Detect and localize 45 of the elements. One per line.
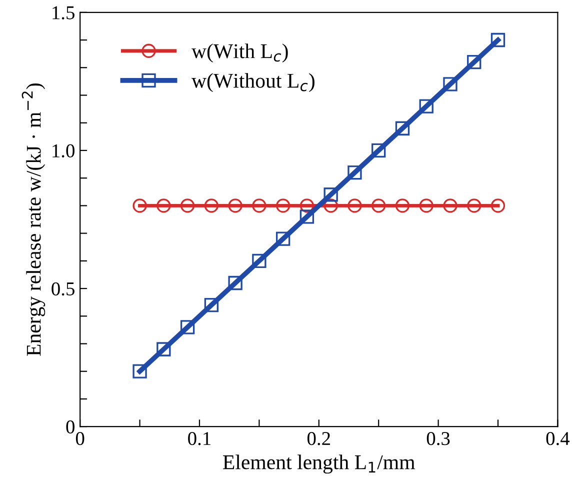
- point: [252, 198, 266, 213]
- x-tick-label: 0.4: [546, 432, 570, 446]
- point: [395, 198, 410, 213]
- y-tick-label: 0.5: [52, 282, 74, 296]
- point: [228, 198, 242, 213]
- point: [443, 198, 458, 213]
- point: [300, 198, 314, 213]
- point: [348, 198, 362, 213]
- point: [156, 198, 171, 213]
- point: [252, 254, 266, 268]
- point: [276, 198, 290, 213]
- x-tick-label: 0.1: [188, 432, 210, 446]
- y-tick-label: 1.5: [52, 6, 74, 20]
- x-tick-label: 0: [76, 432, 84, 446]
- y-tick-label: 0: [66, 420, 74, 434]
- point: [228, 276, 242, 290]
- point: [324, 198, 338, 213]
- point: [419, 99, 434, 114]
- point: [490, 32, 506, 48]
- x-tick-label: 0.3: [426, 432, 450, 446]
- y-tick-label: 1.0: [52, 144, 74, 158]
- point: [467, 198, 482, 213]
- y-axis-title: Energy release rate w/(kJ · m$^{−2}$): [22, 83, 46, 356]
- point: [300, 210, 314, 224]
- point: [132, 364, 147, 378]
- point: [395, 121, 410, 136]
- point: [132, 198, 147, 213]
- point: [180, 198, 195, 213]
- point: [372, 198, 386, 213]
- point: [276, 232, 290, 246]
- point: [419, 198, 434, 213]
- point: [204, 198, 219, 213]
- legend-label: w(With L$_{c}$): [191, 44, 288, 62]
- point: [324, 188, 338, 202]
- legend-label: w(Without L$_{c}$): [191, 73, 314, 92]
- x-axis-title: Element length L$_{1}$/mm: [223, 454, 415, 474]
- point: [204, 298, 219, 312]
- x-tick-label: 0.2: [307, 432, 330, 446]
- point: [348, 165, 362, 180]
- point: [372, 143, 386, 158]
- point: [443, 77, 458, 92]
- point: [467, 55, 482, 70]
- point: [490, 198, 506, 213]
- point: [180, 320, 195, 334]
- point: [156, 342, 171, 356]
